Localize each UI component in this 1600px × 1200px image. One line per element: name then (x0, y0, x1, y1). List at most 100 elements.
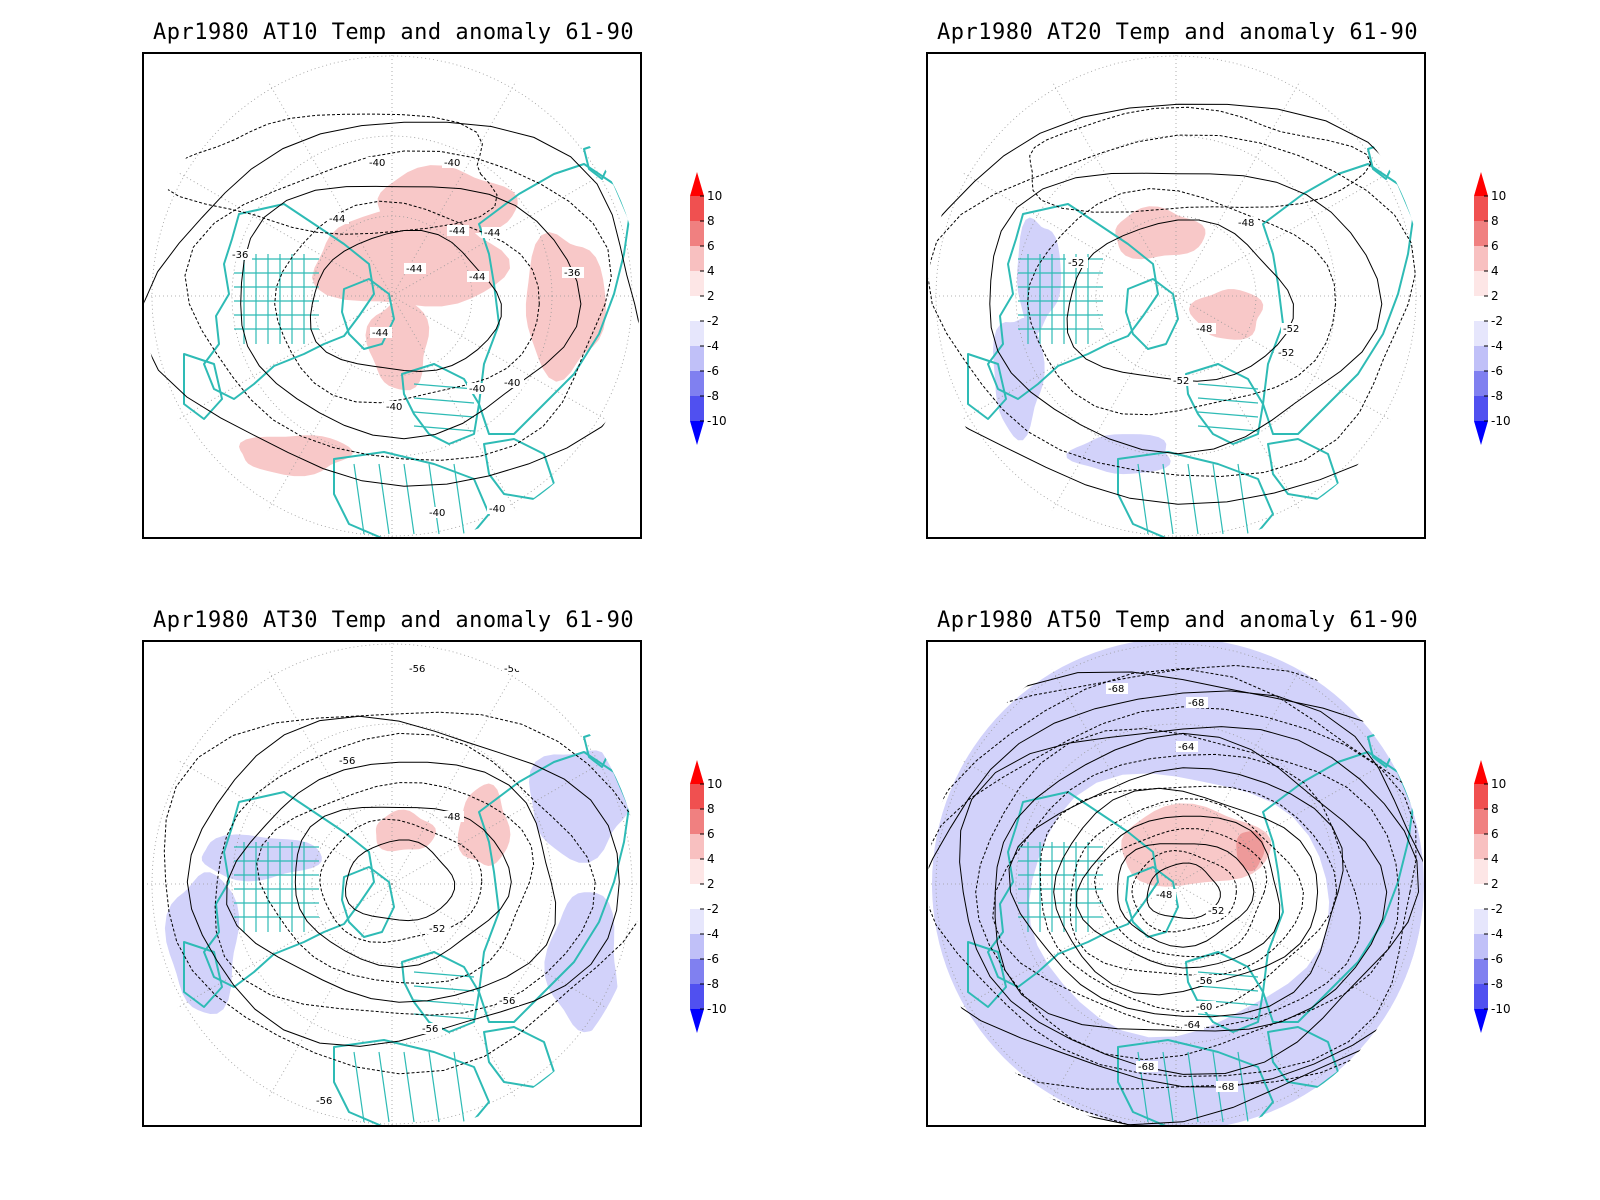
colorbar-label: 6 (1491, 827, 1499, 841)
border-line (453, 1051, 465, 1123)
colorbar-segment (1474, 859, 1488, 884)
colorbar-segment (1474, 909, 1488, 934)
contour-label: -44 (449, 226, 465, 237)
temperature-contour (928, 668, 1424, 1090)
contour-label: -52 (1208, 906, 1224, 917)
contour-label-bg (1276, 347, 1298, 358)
colorbar-segment (1474, 984, 1488, 1009)
colorbar-label: 10 (707, 777, 722, 791)
colorbar-bottom-arrow (1474, 1009, 1488, 1033)
contour-label-bg (420, 1023, 442, 1034)
border-line (403, 463, 415, 535)
contour-label: -52 (1278, 348, 1294, 359)
contour-label-bg (1216, 1081, 1238, 1092)
temperature-contour (214, 732, 596, 1016)
colorbar-label: 4 (707, 852, 715, 866)
coastline (987, 791, 1159, 988)
panel-4-title: Apr1980 AT50 Temp and anomaly 61-90 (937, 608, 1419, 633)
contour-label-bg (1194, 323, 1216, 334)
temperature-contour (928, 134, 1416, 478)
colorbar-segment (1474, 884, 1488, 909)
colorbar-segment (690, 859, 704, 884)
border-line (353, 1051, 365, 1123)
border-line (428, 463, 440, 535)
border-line (428, 1051, 440, 1123)
temperature-contour (184, 150, 612, 461)
contour-label: -48 (1238, 218, 1254, 229)
warm-anomaly-shading (1121, 803, 1272, 887)
contour-label-bg (367, 157, 389, 168)
border-line (1197, 383, 1259, 390)
contour-label-bg (1194, 975, 1216, 986)
polar-stereographic-map: -68 -68 -64 -48 -52 -56 -60 -64 -68 -68 (928, 642, 1424, 1125)
contour-label-bg (404, 263, 426, 274)
coastline (1267, 438, 1339, 500)
colorbar-label: -6 (707, 952, 719, 966)
colorbar-segment (1474, 271, 1488, 296)
colorbar-segment (690, 984, 704, 1009)
meridian-line (1175, 758, 1393, 885)
panel-2-title: Apr1980 AT20 Temp and anomaly 61-90 (937, 20, 1419, 45)
meridian-line (1175, 883, 1393, 1010)
border-line (1197, 971, 1259, 978)
temperature-contour (256, 782, 535, 985)
contour-label-bg (497, 995, 519, 1006)
colorbar-label: -8 (707, 977, 719, 991)
border-line (353, 463, 365, 535)
temperature-contour (1117, 843, 1255, 948)
coastline (401, 951, 480, 1033)
contour-label: -36 (232, 250, 248, 261)
contour-label: -40 (469, 384, 485, 395)
coastline (341, 278, 395, 350)
meridian-line (959, 883, 1177, 1010)
border-line (1197, 999, 1259, 1006)
contour-label-bg (1236, 217, 1258, 228)
coastline (1267, 1026, 1339, 1088)
colorbar-label: 8 (707, 802, 715, 816)
panel-2-map: -48 -52 -48 -52 -52 -52 (926, 52, 1426, 539)
contour-label: -52 (429, 924, 445, 935)
meridian-line (1050, 667, 1177, 885)
panel-1-colorbar: 10 8 6 4 2 -2 -4 -6 -8 -10 (690, 172, 727, 445)
coastline (483, 438, 555, 500)
contour-label-bg (487, 503, 509, 514)
warm-anomaly-shading (365, 299, 430, 391)
colorbar-label: -10 (1491, 414, 1511, 428)
coastline (401, 363, 480, 445)
meridian-line (959, 758, 1177, 885)
map-content: -40 -40 -44 -44 -44 -44 -36 -44 -36 -44 -40 -40 -40 -… (144, 54, 640, 537)
contour-label-bg (407, 663, 429, 674)
temperature-contour (975, 728, 1400, 1061)
coastline (341, 866, 395, 938)
contour-label: -56 (632, 802, 640, 813)
contour-label: -44 (406, 264, 422, 275)
temperature-contour (226, 761, 557, 1003)
border-line (413, 383, 475, 390)
meridian-line (266, 295, 393, 513)
contour-label: -40 (429, 508, 445, 519)
contour-label-bg (1186, 697, 1208, 708)
contour-label-bg (442, 811, 464, 822)
polar-stereographic-map: -56 -56 -56 -48 -52 -56 -56 -56 -56 (144, 642, 640, 1125)
contour-label: -68 (1138, 1062, 1154, 1073)
contour-label-bg (1194, 1001, 1216, 1012)
polar-stereographic-map: -48 -52 -48 -52 -52 -52 (928, 54, 1424, 537)
coastline (1367, 143, 1394, 180)
colorbar-label: -4 (707, 339, 719, 353)
colorbar-label: -8 (1491, 977, 1503, 991)
contour-label: -52 (1068, 258, 1084, 269)
colorbar-segment (690, 346, 704, 371)
colorbar-segment (690, 296, 704, 321)
temperature-contour (1026, 188, 1337, 416)
temperature-contour (1131, 849, 1237, 933)
colorbar-label: -4 (1491, 927, 1503, 941)
meridian-line (1175, 295, 1302, 513)
contour-label: -56 (499, 996, 515, 1007)
contour-label: -56 (409, 664, 425, 675)
border-line (1197, 397, 1259, 404)
contour-label-bg (327, 213, 349, 224)
temperature-contour (1008, 767, 1344, 1018)
meridian-line (1175, 79, 1302, 297)
colorbar-label: -8 (1491, 389, 1503, 403)
contour-label: -44 (484, 228, 500, 239)
